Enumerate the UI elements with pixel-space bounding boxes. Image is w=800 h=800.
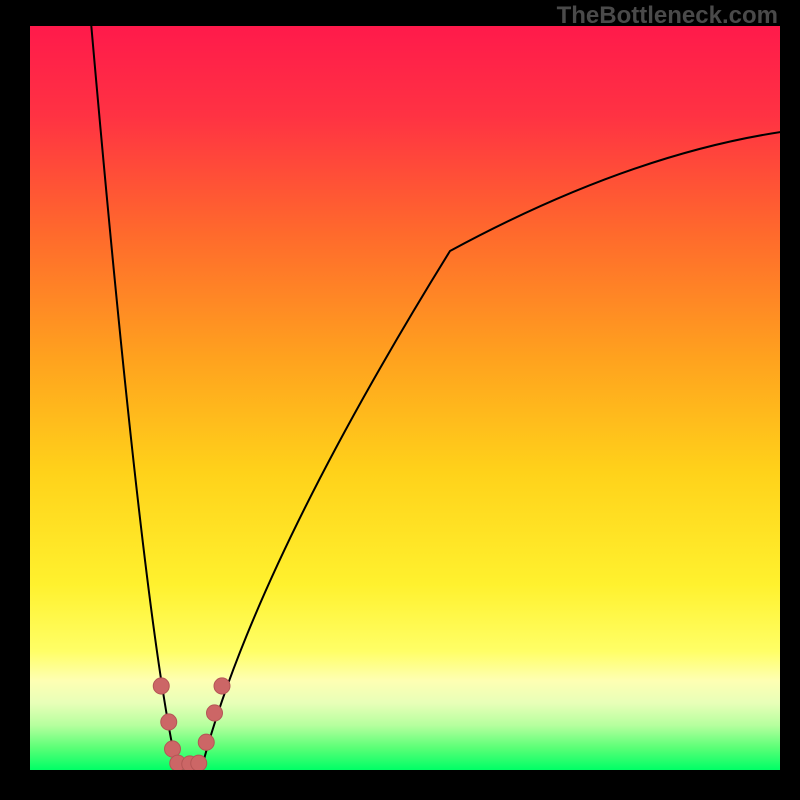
marker-point bbox=[165, 741, 181, 757]
watermark-text: TheBottleneck.com bbox=[557, 2, 778, 30]
marker-point bbox=[214, 678, 230, 694]
plot-area bbox=[30, 26, 780, 770]
marker-point bbox=[191, 755, 207, 770]
marker-point bbox=[198, 734, 214, 750]
curve-left bbox=[90, 26, 176, 765]
chart-frame: TheBottleneck.com bbox=[0, 0, 800, 800]
chart-svg bbox=[30, 26, 780, 770]
marker-point bbox=[153, 678, 169, 694]
marker-point bbox=[207, 705, 223, 721]
marker-point bbox=[161, 714, 177, 730]
curve-right bbox=[203, 131, 781, 765]
marker-group bbox=[153, 678, 230, 770]
